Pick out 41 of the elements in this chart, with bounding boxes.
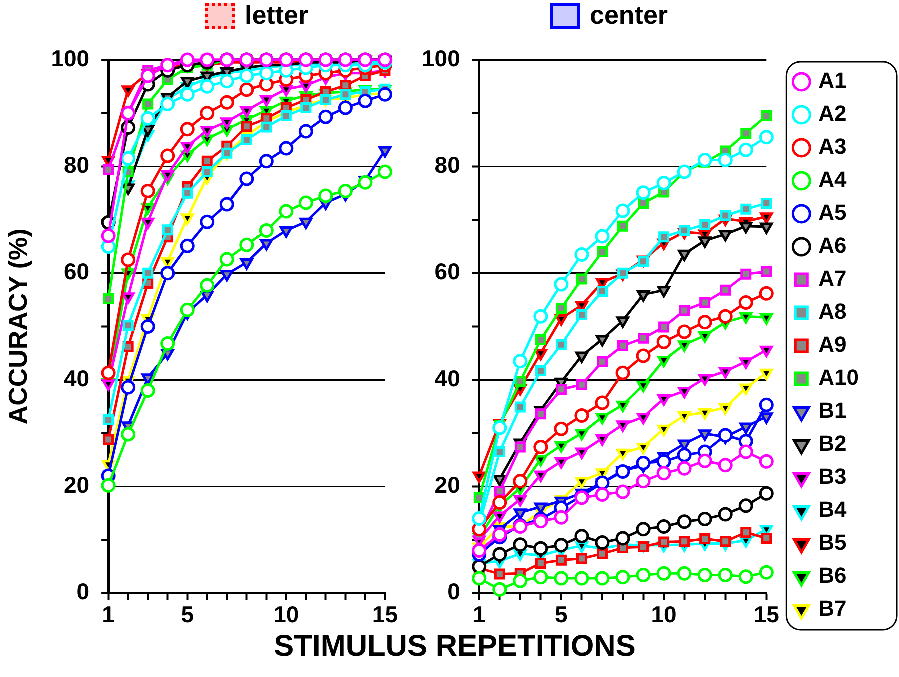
legend-label: B7: [818, 596, 847, 622]
y-tick-label: 80: [434, 152, 460, 178]
y-tick-label: 20: [434, 472, 460, 498]
y-tick-label: 60: [434, 258, 460, 285]
legend-label: A2: [818, 101, 847, 126]
legend-label: B3: [818, 464, 847, 490]
legend-label: B1: [818, 398, 847, 424]
y-tick-label: 100: [422, 45, 460, 72]
legend-label: A10: [818, 365, 859, 390]
y-axis-title: ACCURACY (%): [2, 228, 33, 425]
y-tick-label: 0: [76, 578, 90, 605]
y-tick-label: 20: [64, 472, 90, 498]
legend-label: B6: [818, 563, 847, 588]
x-tick-label: 1: [472, 602, 486, 628]
y-tick-label: 40: [434, 365, 460, 392]
y-tick-label: 60: [64, 258, 90, 285]
x-tick-label: 15: [754, 602, 780, 628]
chart-title: letter: [245, 0, 309, 31]
legend-label: B4: [818, 497, 848, 522]
legend-label: B5: [818, 530, 847, 556]
y-tick-label: 0: [448, 578, 460, 605]
legend-label: A4: [818, 167, 848, 192]
x-tick-label: 1: [102, 602, 116, 628]
x-tick-label: 15: [372, 602, 398, 628]
x-tick-label: 5: [555, 602, 568, 628]
legend-label: A8: [818, 299, 847, 324]
legend-label: A6: [818, 233, 847, 258]
legend-label: B2: [818, 431, 847, 456]
chart-title: center: [590, 0, 668, 31]
x-tick-label: 5: [181, 602, 194, 628]
legend-label: A9: [818, 332, 847, 358]
y-tick-label: 100: [51, 45, 90, 72]
y-tick-label: 80: [64, 152, 90, 178]
x-axis-title: STIMULUS REPETITIONS: [273, 630, 637, 664]
y-tick-label: 40: [64, 365, 90, 392]
x-tick-label: 10: [651, 602, 677, 628]
legend-label: A1: [818, 68, 847, 94]
x-tick-label: 10: [274, 602, 300, 628]
legend-label: A5: [818, 200, 847, 226]
legend-label: A7: [818, 266, 847, 292]
legend-label: A3: [818, 134, 847, 160]
